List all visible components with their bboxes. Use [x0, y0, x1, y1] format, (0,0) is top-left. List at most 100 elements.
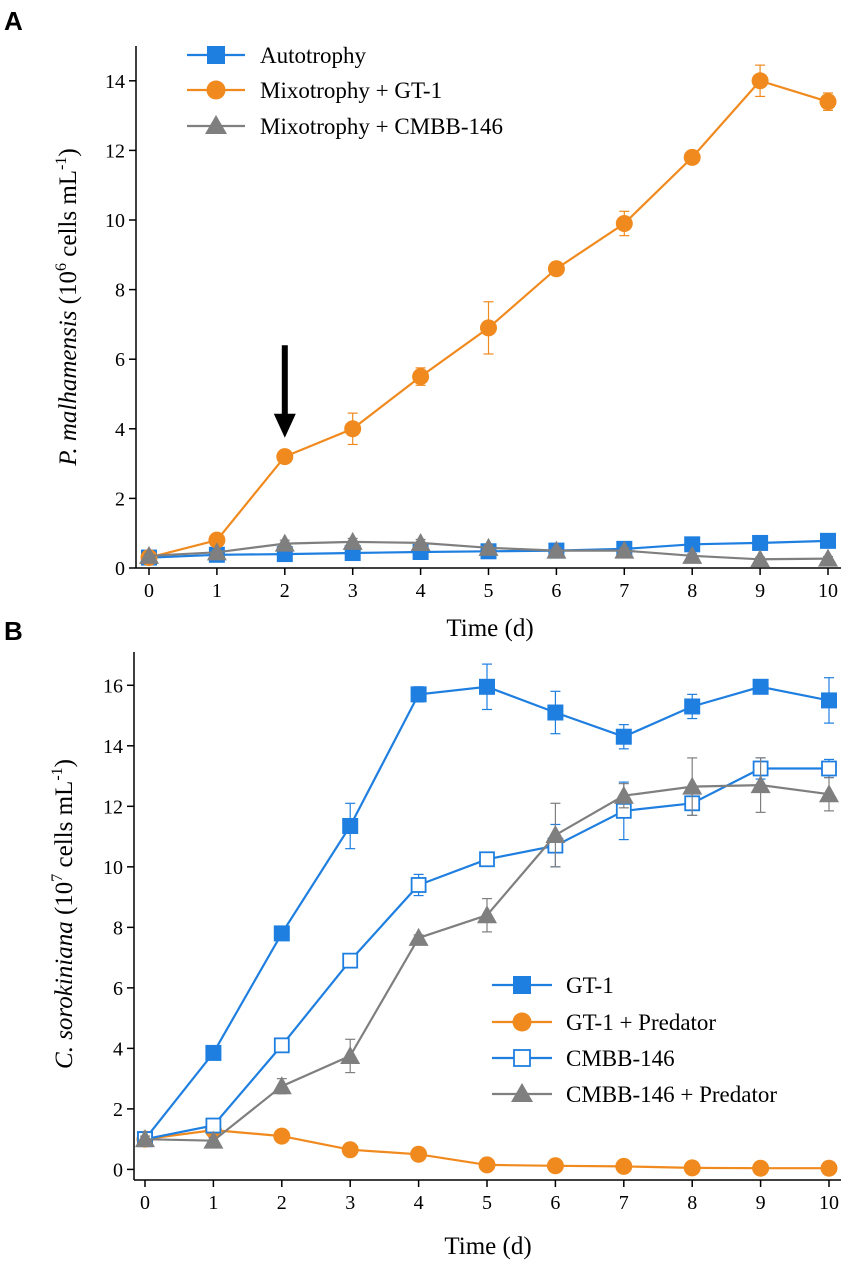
data-point — [139, 545, 159, 564]
panel-a-x-ticks: 0 1 2 3 4 5 6 7 8 9 10 — [144, 568, 838, 602]
data-point — [271, 1076, 292, 1095]
y-tick-label: 12 — [105, 140, 125, 162]
panel-b-y-title-unit-3: ) — [51, 759, 78, 767]
data-point — [750, 549, 771, 568]
x-tick-label: 5 — [484, 580, 494, 602]
data-point — [820, 1159, 838, 1177]
data-point — [344, 420, 362, 438]
legend-marker-open-square — [513, 1049, 531, 1067]
legend-label-cmbb146: CMBB-146 — [566, 1046, 675, 1071]
panel-b-y-title: C. sorokiniana (107 cells mL-1) — [49, 759, 78, 1069]
panel-b-plot — [135, 663, 839, 1177]
data-point — [818, 548, 838, 567]
x-tick-label: 4 — [414, 1192, 424, 1214]
x-tick-label: 5 — [482, 1192, 492, 1214]
data-point — [545, 825, 566, 844]
arrow-head — [273, 413, 296, 438]
panel-a-y-title-exp-1: 6 — [53, 263, 70, 271]
y-tick-label: 12 — [103, 796, 123, 818]
x-tick-label: 10 — [819, 1192, 839, 1214]
data-point — [751, 72, 769, 90]
panel-a-legend: Autotrophy Mixotrophy + GT-1 Mixotrophy … — [187, 43, 503, 139]
legend-item-gt1: GT-1 — [492, 973, 614, 998]
data-point — [410, 686, 427, 703]
data-point — [615, 214, 633, 232]
panel-b-letter: B — [4, 616, 23, 646]
y-tick-label: 2 — [113, 1099, 123, 1121]
legend-item-gt1-predator: GT-1 + Predator — [492, 1010, 716, 1035]
y-tick-label: 8 — [115, 280, 125, 302]
data-point — [410, 532, 431, 551]
y-tick-label: 16 — [103, 675, 123, 697]
panel-a-y-title-unit-1: (10 — [55, 271, 82, 311]
y-tick-label: 0 — [113, 1159, 123, 1181]
y-tick-label: 10 — [103, 857, 123, 879]
data-point — [203, 1130, 224, 1149]
data-point — [821, 692, 837, 709]
legend-label-cmbb146-predator: CMBB-146 + Predator — [566, 1082, 777, 1107]
panel-a-x-title: Time (d) — [446, 615, 533, 642]
legend-item-mixotrophy-cmbb146: Mixotrophy + CMBB-146 — [187, 114, 503, 139]
legend-marker-circle — [512, 1012, 532, 1032]
data-point — [341, 1141, 359, 1159]
legend-marker-square — [513, 976, 531, 994]
legend-label-mixotrophy-gt1: Mixotrophy + GT-1 — [260, 78, 442, 103]
data-point — [546, 540, 567, 559]
panel-a-y-title-unit-3: ) — [55, 148, 82, 156]
panel-b-y-title-unit-1: (10 — [51, 882, 78, 922]
legend-item-cmbb146: CMBB-146 — [492, 1046, 675, 1071]
data-point — [821, 760, 837, 777]
data-point — [410, 877, 427, 893]
legend-label-gt1-predator: GT-1 + Predator — [566, 1010, 716, 1035]
data-point — [547, 704, 564, 721]
data-point — [615, 1157, 633, 1175]
data-point — [480, 319, 497, 337]
data-point — [479, 851, 495, 868]
data-point — [615, 728, 632, 745]
x-tick-label: 9 — [755, 580, 765, 602]
legend-item-mixotrophy-gt1: Mixotrophy + GT-1 — [187, 78, 442, 103]
legend-marker-triangle — [205, 115, 227, 134]
y-tick-label: 8 — [113, 917, 123, 939]
data-point — [340, 1045, 361, 1064]
series-cmbb-146-predator — [135, 757, 839, 1149]
panel-a-y-title-unit-2: cells mL — [55, 170, 82, 263]
data-point — [819, 784, 839, 803]
data-point — [613, 785, 634, 804]
data-point — [273, 1037, 290, 1054]
data-point — [342, 531, 363, 550]
panel-b-y-title-exp-1: 7 — [49, 874, 66, 882]
data-point — [683, 148, 701, 166]
panel-b-y-title-species: C. sorokiniana — [51, 921, 78, 1069]
legend-item-autotrophy: Autotrophy — [187, 43, 367, 68]
data-point — [683, 1159, 701, 1177]
y-tick-label: 14 — [105, 71, 125, 93]
data-point — [276, 448, 294, 466]
x-tick-label: 0 — [144, 580, 154, 602]
y-tick-label: 4 — [113, 1038, 123, 1060]
data-point — [273, 925, 290, 942]
data-point — [684, 698, 701, 715]
data-point — [682, 545, 703, 564]
y-tick-label: 10 — [105, 210, 125, 232]
panel-a-y-ticks: 0 2 4 6 8 10 12 14 — [105, 71, 136, 580]
x-tick-label: 3 — [348, 580, 358, 602]
x-tick-label: 2 — [277, 1192, 287, 1214]
y-tick-label: 0 — [115, 558, 125, 580]
annotation-arrow — [273, 345, 296, 438]
data-point — [342, 817, 359, 834]
legend-marker-circle — [206, 80, 226, 100]
panel-a-y-title-exp-2: -1 — [53, 157, 70, 170]
legend-label-mixotrophy-cmbb146: Mixotrophy + CMBB-146 — [260, 114, 503, 139]
data-point — [479, 678, 495, 695]
data-point — [752, 678, 769, 695]
data-point — [614, 540, 635, 559]
data-point — [135, 1129, 155, 1148]
y-tick-label: 2 — [115, 488, 125, 510]
x-tick-label: 9 — [756, 1192, 766, 1214]
x-tick-label: 2 — [280, 580, 290, 602]
data-point — [820, 532, 836, 549]
x-tick-label: 1 — [212, 580, 222, 602]
data-point — [478, 1156, 496, 1174]
